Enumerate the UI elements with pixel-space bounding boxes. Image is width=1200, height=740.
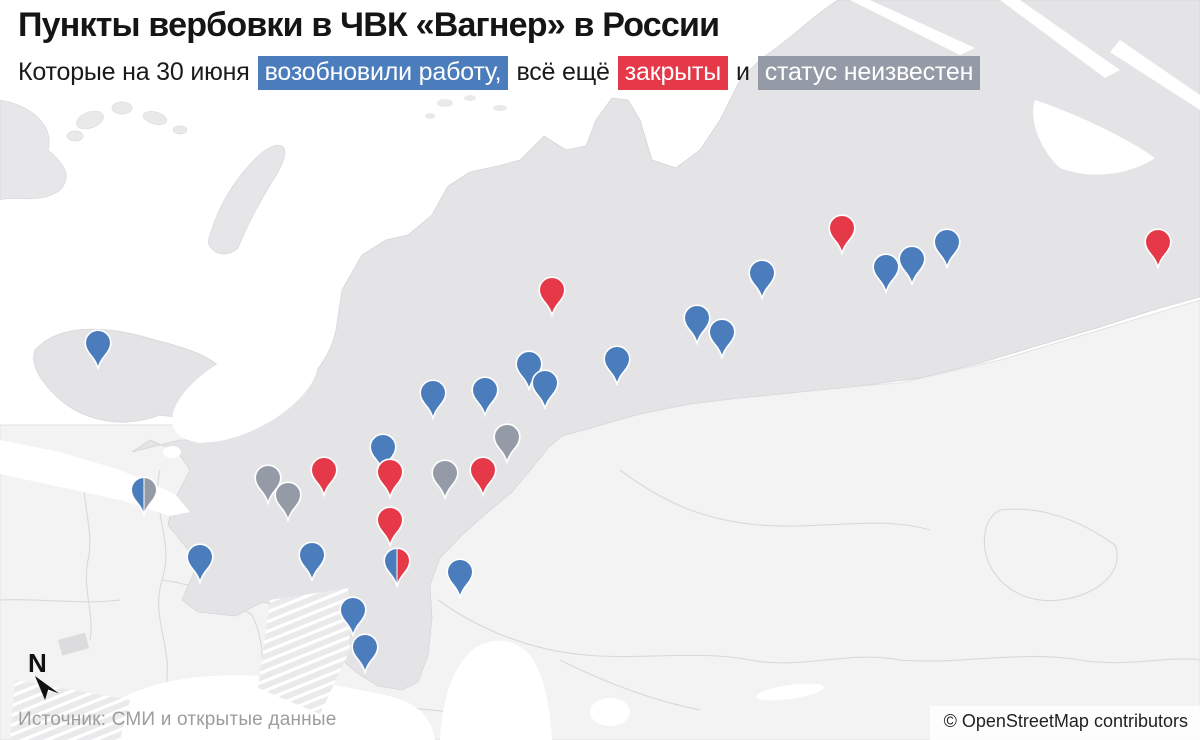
header: Пункты вербовки в ЧВК «Вагнер» в России … <box>18 4 988 90</box>
map-pin-reopened[interactable] <box>871 252 901 294</box>
legend-chip-closed: закрыты <box>617 55 728 90</box>
map-pin-unknown[interactable] <box>253 463 283 505</box>
hatched-area-azov <box>258 588 350 714</box>
map-pin-reopened[interactable] <box>350 632 380 674</box>
scandinavia-land <box>0 99 67 201</box>
north-indicator: N <box>26 648 60 701</box>
country-borders <box>0 469 1200 740</box>
map-pin-reopened[interactable] <box>418 378 448 420</box>
map-pin-reopened[interactable] <box>514 349 544 391</box>
north-label: N <box>28 648 47 678</box>
map-pin-unknown[interactable] <box>273 480 303 522</box>
map-pin-closed[interactable] <box>309 455 339 497</box>
map-pin-reopened-unknown[interactable] <box>129 475 159 517</box>
legend-chip-reopened: возобновили работу, <box>257 55 509 90</box>
map-pin-reopened[interactable] <box>83 328 113 370</box>
lake-balkhash <box>756 683 824 701</box>
svalbard-islands <box>66 101 188 142</box>
map-pin-reopened[interactable] <box>932 227 962 269</box>
small-gray-patch <box>57 632 90 656</box>
subtitle-mid1: всё ещё <box>516 57 610 86</box>
map-pin-closed[interactable] <box>375 505 405 547</box>
subtitle-mid2: и <box>735 57 750 86</box>
map-pin-reopened[interactable] <box>747 258 777 300</box>
subtitle-prefix: Которые на 30 июня <box>18 57 250 86</box>
map-pin-closed[interactable] <box>537 275 567 317</box>
aral-sea <box>590 698 630 726</box>
north-arrow-icon <box>35 676 59 700</box>
arctic-channels <box>850 0 1200 175</box>
map-pin-reopened[interactable] <box>682 303 712 345</box>
map-pin-reopened[interactable] <box>185 542 215 584</box>
map-pin-reopened[interactable] <box>297 540 327 582</box>
lake-ladoga <box>163 446 181 458</box>
map-pin-closed[interactable] <box>375 457 405 499</box>
map-pin-closed[interactable] <box>468 455 498 497</box>
map-pin-closed[interactable] <box>827 213 857 255</box>
map-pin-unknown[interactable] <box>430 458 460 500</box>
hatched-area-southwest <box>10 680 130 740</box>
map-pin-reopened[interactable] <box>338 595 368 637</box>
map-pin-reopened[interactable] <box>470 375 500 417</box>
map-pin-reopened[interactable] <box>530 368 560 410</box>
source-note: Источник: СМИ и открытые данные <box>18 709 337 730</box>
novaya-zemlya-island <box>207 144 286 255</box>
map-pin-reopened[interactable] <box>602 344 632 386</box>
map-pin-closed[interactable] <box>1143 227 1173 269</box>
map-pin-reopened[interactable] <box>445 557 475 599</box>
black-sea <box>70 675 435 740</box>
map-pin-reopened-closed[interactable] <box>382 546 412 588</box>
map-pin-reopened[interactable] <box>897 244 927 286</box>
lake-onega <box>193 433 207 443</box>
arctic-islets <box>425 95 507 119</box>
map-pin-unknown[interactable] <box>492 422 522 464</box>
caspian-sea <box>440 640 552 740</box>
white-sea <box>172 341 318 443</box>
subtitle: Которые на 30 июня возобновили работу, всё… <box>18 55 988 90</box>
map-pin-reopened[interactable] <box>707 317 737 359</box>
osm-attribution[interactable]: © OpenStreetMap contributors <box>929 706 1200 740</box>
legend-chip-unknown: статус неизвестен <box>757 55 981 90</box>
page-title: Пункты вербовки в ЧВК «Вагнер» в России <box>18 6 720 44</box>
